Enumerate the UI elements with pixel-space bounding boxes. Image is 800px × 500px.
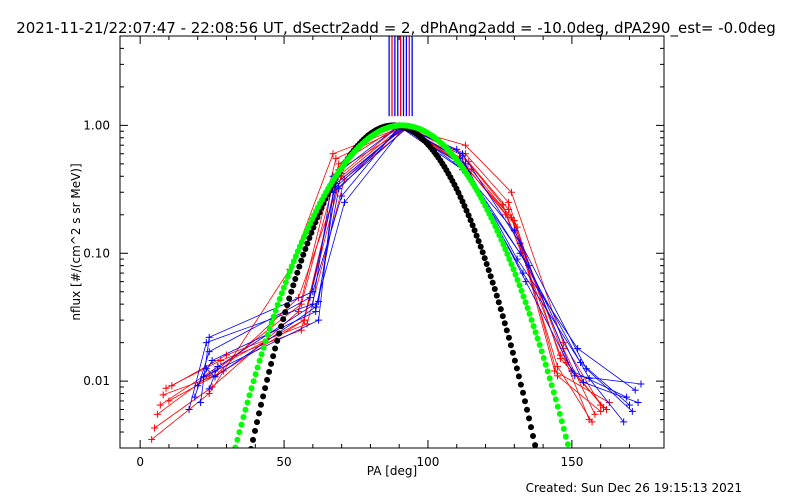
data-point [453, 145, 461, 153]
data-point [628, 407, 636, 415]
series-line-5 [165, 126, 601, 412]
data-point [551, 367, 559, 375]
data-point [165, 397, 173, 405]
data-point [205, 348, 213, 356]
data-point [525, 262, 533, 270]
data-point [303, 320, 311, 328]
data-point [574, 344, 582, 352]
data-point [588, 418, 596, 426]
data-point [329, 150, 337, 158]
data-point [631, 386, 639, 394]
x-tick-label: 50 [276, 455, 291, 469]
data-point [554, 372, 562, 380]
x-tick-label: 100 [417, 455, 440, 469]
data-point [197, 399, 205, 407]
x-axis-label: PA [deg] [367, 464, 417, 478]
data-point [335, 185, 343, 193]
data-point [461, 141, 469, 149]
created-footer: Created: Sun Dec 26 19:15:13 2021 [526, 481, 742, 495]
y-tick-label: 0.01 [83, 374, 110, 388]
data-point [156, 401, 164, 409]
series-line-14 [208, 127, 639, 403]
data-point [605, 399, 613, 407]
model-curve-green [232, 122, 571, 448]
data-point [153, 410, 161, 418]
data-point [505, 205, 513, 213]
model-curve-black [248, 122, 539, 448]
data-series-layer [148, 36, 645, 448]
data-point [597, 407, 605, 415]
data-point [600, 404, 608, 412]
data-point [309, 288, 317, 296]
data-point [309, 300, 317, 308]
data-point [507, 188, 515, 196]
data-point [332, 155, 340, 163]
data-point [185, 406, 193, 414]
data-point [168, 382, 176, 390]
data-point [205, 385, 213, 393]
data-point [499, 201, 507, 209]
data-point [294, 294, 302, 302]
data-point [459, 150, 467, 158]
data-point [306, 294, 314, 302]
y-axis-label: nflux [#/(cm^2 s sr MeV)] [69, 163, 83, 320]
data-point [205, 333, 213, 341]
y-tick-label: 1.00 [83, 118, 110, 132]
data-point [554, 363, 562, 371]
data-point [194, 382, 202, 390]
chart-title: 2021-11-21/22:07:47 - 22:08:56 UT, dSect… [16, 19, 776, 38]
data-point [579, 378, 587, 386]
data-point [162, 384, 170, 392]
y-tick-label: 0.10 [83, 246, 110, 260]
data-point [637, 380, 645, 388]
data-point [214, 363, 222, 371]
data-point [300, 316, 308, 324]
data-point [522, 278, 530, 286]
data-point [585, 374, 593, 382]
data-point [620, 418, 628, 426]
data-point [591, 410, 599, 418]
data-point [202, 365, 210, 373]
series-line-13 [206, 125, 625, 423]
data-point [159, 391, 167, 399]
plot-frame [119, 35, 665, 449]
data-point [507, 214, 515, 222]
data-point [341, 198, 349, 206]
data-point [338, 192, 346, 200]
x-tick-label: 150 [560, 455, 583, 469]
data-point [312, 303, 320, 311]
data-point [571, 372, 579, 380]
data-point [602, 406, 610, 414]
data-point [148, 435, 156, 443]
data-point [516, 239, 524, 247]
data-point [510, 227, 518, 235]
data-point [625, 401, 633, 409]
series-line-6 [168, 125, 593, 423]
data-point [634, 399, 642, 407]
data-point [297, 300, 305, 308]
series-line-12 [200, 125, 633, 412]
data-point [556, 351, 564, 359]
data-point [315, 316, 323, 324]
x-tick-label: 0 [136, 455, 144, 469]
data-point [315, 297, 323, 305]
data-point [513, 223, 521, 231]
axis-ticks: 0 50 100 150 0.01 0.10 1.00 [83, 35, 664, 469]
data-point [505, 198, 513, 206]
data-point [297, 326, 305, 334]
data-point [191, 393, 199, 401]
data-point [151, 424, 159, 432]
data-point [208, 357, 216, 365]
